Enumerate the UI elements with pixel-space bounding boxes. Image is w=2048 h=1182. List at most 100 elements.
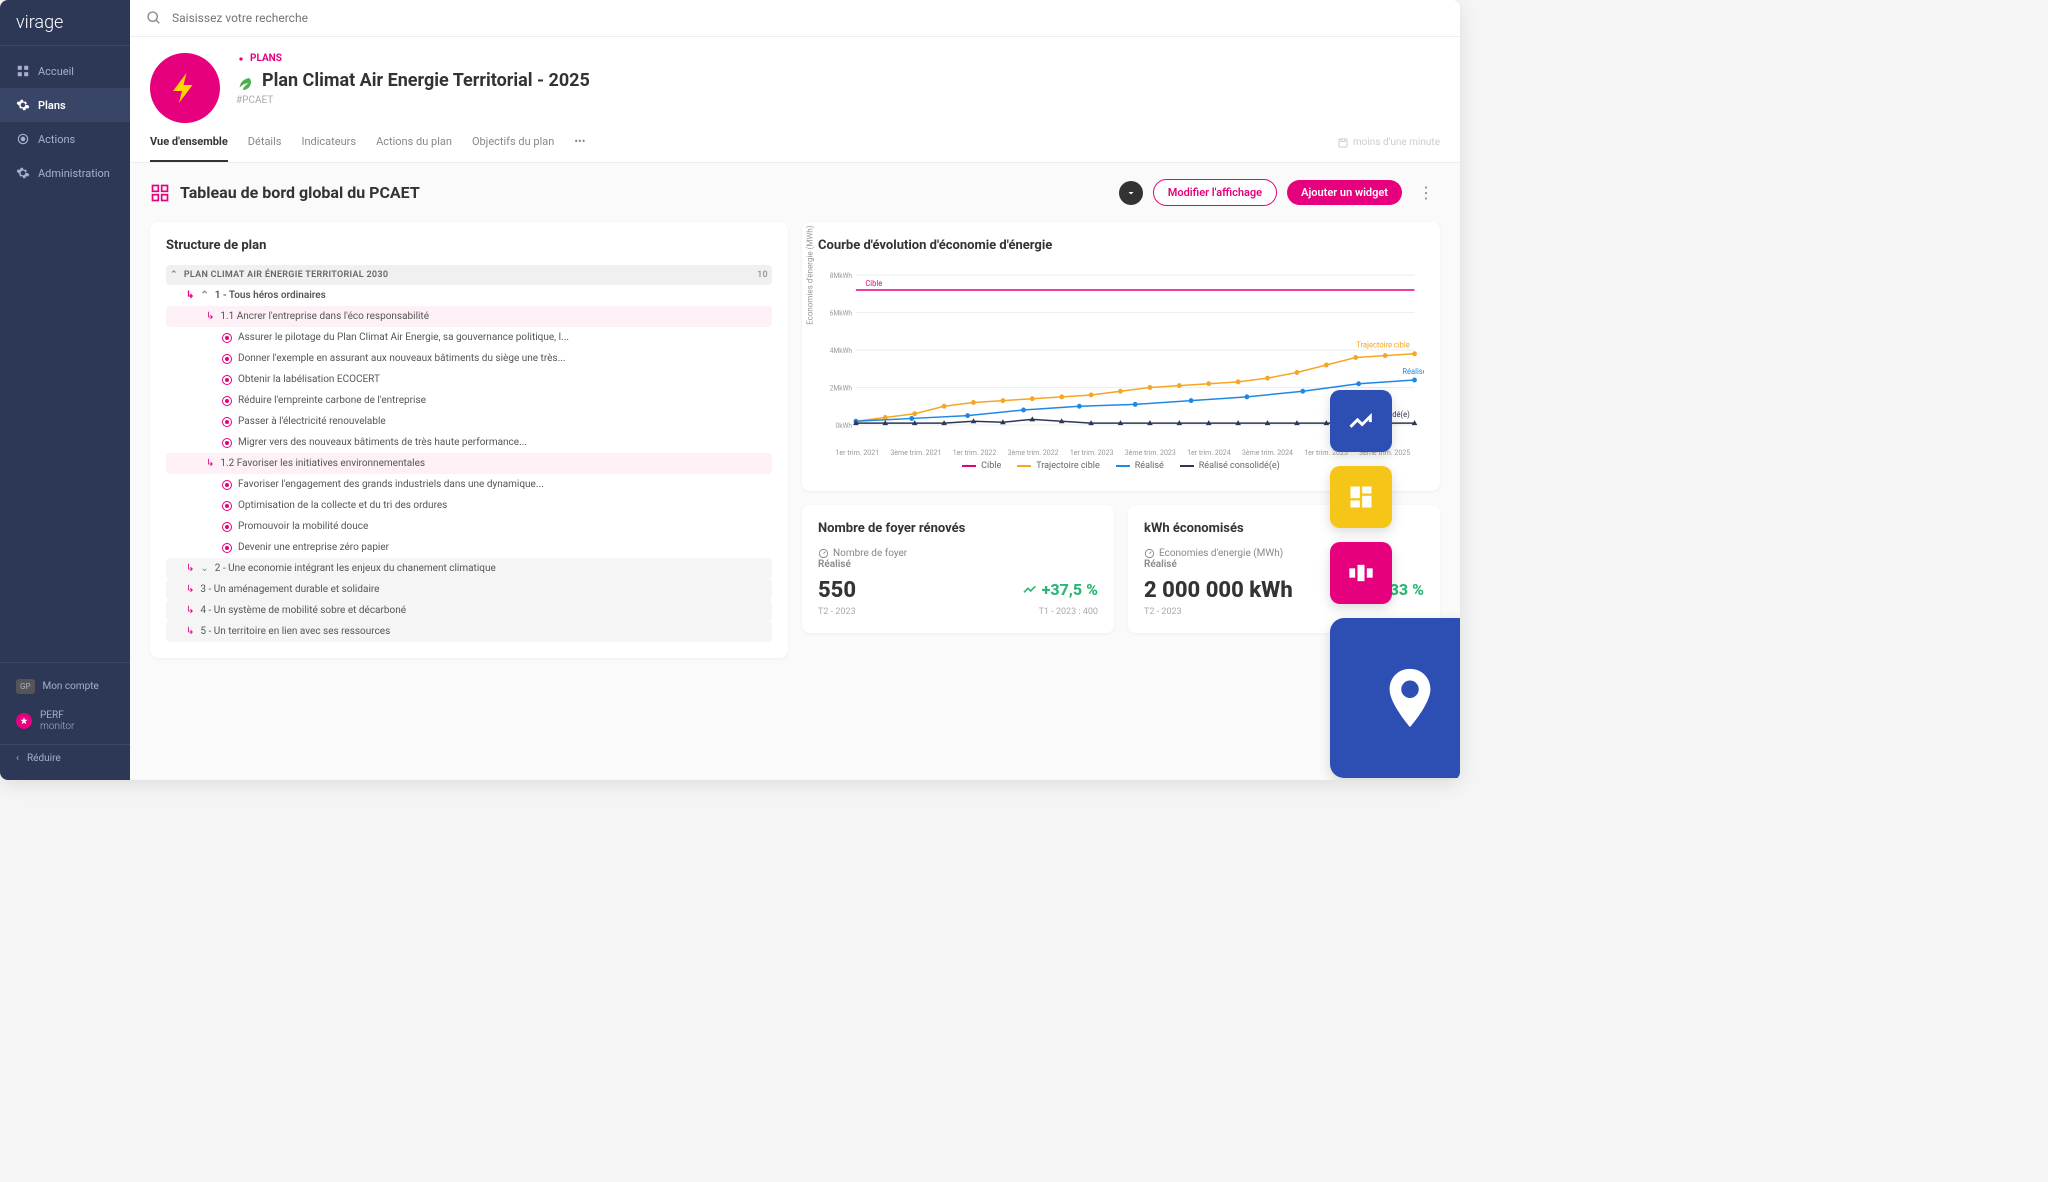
nav-plans[interactable]: Plans bbox=[0, 88, 130, 122]
collapse-section[interactable] bbox=[1119, 181, 1143, 205]
legend-item: Réalisé consolidé(e) bbox=[1180, 461, 1280, 471]
legend-item: Réalisé bbox=[1116, 461, 1164, 471]
floating-tiles bbox=[1330, 390, 1460, 778]
svg-text:Trajectoire cible: Trajectoire cible bbox=[1356, 341, 1409, 350]
tabs: Vue d'ensemble Détails Indicateurs Actio… bbox=[130, 123, 1460, 163]
kpi-foyer-card: Nombre de foyer rénovés Nombre de foyer … bbox=[802, 505, 1114, 633]
content: Tableau de bord global du PCAET Modifier… bbox=[130, 163, 1460, 780]
tab-overview[interactable]: Vue d'ensemble bbox=[150, 123, 228, 162]
svg-text:2MkWh: 2MkWh bbox=[830, 384, 853, 392]
kpi1-metric: Nombre de foyer bbox=[818, 548, 1098, 559]
avatar: GP bbox=[16, 679, 35, 694]
svg-text:6MkWh: 6MkWh bbox=[830, 309, 853, 317]
sidebar-footer: GP Mon compte PERFmonitor ‹ Réduire bbox=[0, 662, 130, 780]
kpi1-pct: +37,5 % bbox=[1022, 580, 1098, 599]
chart-ylabel: Economies d'énergie (MWh) bbox=[806, 225, 815, 324]
gauge-icon bbox=[818, 548, 829, 559]
account-link[interactable]: GP Mon compte bbox=[0, 671, 130, 702]
gear-icon bbox=[16, 166, 30, 180]
tree-row[interactable]: Réduire l'empreinte carbone de l'entrepr… bbox=[166, 390, 772, 411]
gear-icon bbox=[236, 54, 246, 64]
compass-icon bbox=[1375, 663, 1445, 733]
target-icon bbox=[16, 132, 30, 146]
tree-row[interactable]: Passer à l'électricité renouvelable bbox=[166, 411, 772, 432]
tree-row[interactable]: ↳ 3 - Un aménagement durable et solidair… bbox=[166, 579, 772, 600]
chart-title: Courbe d'évolution d'économie d'énergie bbox=[818, 238, 1424, 253]
columns-icon bbox=[1347, 559, 1375, 587]
tree-row[interactable]: Obtenir la labélisation ECOCERT bbox=[166, 369, 772, 390]
tree-row[interactable]: Donner l'exemple en assurant aux nouveau… bbox=[166, 348, 772, 369]
nav-accueil[interactable]: Accueil bbox=[0, 54, 130, 88]
svg-text:0kWh: 0kWh bbox=[836, 422, 853, 430]
tree-row[interactable]: ↳ ⌃ 1 - Tous héros ordinaires bbox=[166, 285, 772, 306]
tree-row[interactable]: Promouvoir la mobilité douce bbox=[166, 516, 772, 537]
tile-compass[interactable] bbox=[1330, 618, 1460, 778]
chevron-down-icon bbox=[1125, 187, 1137, 199]
chevron-left-icon: ‹ bbox=[16, 753, 19, 764]
tree-row[interactable]: ↳ 5 - Un territoire en lien avec ses res… bbox=[166, 621, 772, 642]
perf-icon bbox=[16, 713, 32, 729]
save-icon bbox=[1337, 137, 1349, 149]
legend-item: Trajectoire cible bbox=[1017, 461, 1100, 471]
collapse-button[interactable]: ‹ Réduire bbox=[0, 744, 130, 772]
section-header: Tableau de bord global du PCAET Modifier… bbox=[150, 179, 1440, 206]
bolt-icon bbox=[167, 70, 203, 106]
plan-badge bbox=[150, 53, 220, 123]
tile-columns[interactable] bbox=[1330, 542, 1392, 604]
tree-row[interactable]: ↳ 4 - Un système de mobilité sobre et dé… bbox=[166, 600, 772, 621]
tree-row[interactable]: Devenir une entreprise zéro papier bbox=[166, 537, 772, 558]
trend-up-icon bbox=[1022, 581, 1038, 597]
gauge-icon bbox=[1144, 548, 1155, 559]
legend-item: Cible bbox=[962, 461, 1001, 471]
plan-header: PLANS Plan Climat Air Energie Territoria… bbox=[130, 37, 1460, 123]
timestamp: moins d'une minute bbox=[1337, 123, 1440, 162]
modify-display-button[interactable]: Modifier l'affichage bbox=[1153, 179, 1277, 206]
tree-row[interactable]: ↳ 1.1 Ancrer l'entreprise dans l'éco res… bbox=[166, 306, 772, 327]
grid-icon bbox=[1347, 483, 1375, 511]
search-icon bbox=[146, 10, 162, 26]
widget-icon bbox=[150, 183, 170, 203]
topbar bbox=[130, 0, 1460, 37]
tree-row[interactable]: Optimisation de la collecte et du tri de… bbox=[166, 495, 772, 516]
more-menu[interactable]: ⋮ bbox=[1412, 183, 1440, 202]
nav-actions[interactable]: Actions bbox=[0, 122, 130, 156]
leaf-icon bbox=[236, 72, 254, 90]
tree-row[interactable]: ⌃ PLAN CLIMAT AIR ÉNERGIE TERRITORIAL 20… bbox=[166, 265, 772, 285]
add-widget-button[interactable]: Ajouter un widget bbox=[1287, 180, 1402, 205]
logo: virage bbox=[0, 0, 130, 46]
search-input[interactable] bbox=[172, 11, 1444, 25]
section-title: Tableau de bord global du PCAET bbox=[180, 183, 1109, 202]
structure-title: Structure de plan bbox=[166, 238, 772, 253]
main: PLANS Plan Climat Air Energie Territoria… bbox=[130, 0, 1460, 780]
dashboard-icon bbox=[16, 64, 30, 78]
kpi2-value: 2 000 000 kWh bbox=[1144, 578, 1293, 603]
kpi1-title: Nombre de foyer rénovés bbox=[818, 521, 1098, 536]
tab-objectives[interactable]: Objectifs du plan bbox=[472, 123, 554, 162]
plan-tree: ⌃ PLAN CLIMAT AIR ÉNERGIE TERRITORIAL 20… bbox=[166, 265, 772, 642]
kpi1-label: Réalisé bbox=[818, 559, 1098, 570]
svg-text:8MkWh: 8MkWh bbox=[830, 272, 853, 280]
sidebar: virage Accueil Plans Actions Administrat… bbox=[0, 0, 130, 780]
gear-icon bbox=[16, 98, 30, 112]
tree-row[interactable]: ↳ ⌄ 2 - Une economie intégrant les enjeu… bbox=[166, 558, 772, 579]
svg-text:Cible: Cible bbox=[865, 279, 882, 288]
nav: Accueil Plans Actions Administration bbox=[0, 46, 130, 662]
tab-indicators[interactable]: Indicateurs bbox=[301, 123, 356, 162]
tree-row[interactable]: ↳ 1.2 Favoriser les initiatives environn… bbox=[166, 453, 772, 474]
perf-monitor-link[interactable]: PERFmonitor bbox=[0, 702, 130, 740]
svg-text:4MkWh: 4MkWh bbox=[830, 347, 853, 355]
tile-trend[interactable] bbox=[1330, 390, 1392, 452]
tree-row[interactable]: Favoriser l'engagement des grands indust… bbox=[166, 474, 772, 495]
kpi1-value: 550 bbox=[818, 578, 856, 603]
tree-row[interactable]: Assurer le pilotage du Plan Climat Air E… bbox=[166, 327, 772, 348]
structure-card: Structure de plan ⌃ PLAN CLIMAT AIR ÉNER… bbox=[150, 222, 788, 658]
trend-icon bbox=[1347, 407, 1375, 435]
tab-more[interactable]: ••• bbox=[574, 123, 585, 162]
breadcrumb[interactable]: PLANS bbox=[236, 53, 1440, 64]
tile-dashboard[interactable] bbox=[1330, 466, 1392, 528]
tree-row[interactable]: Migrer vers des nouveaux bâtiments de tr… bbox=[166, 432, 772, 453]
tab-details[interactable]: Détails bbox=[248, 123, 282, 162]
tab-actions[interactable]: Actions du plan bbox=[376, 123, 452, 162]
svg-text:Réalisé: Réalisé bbox=[1402, 367, 1424, 376]
nav-admin[interactable]: Administration bbox=[0, 156, 130, 190]
